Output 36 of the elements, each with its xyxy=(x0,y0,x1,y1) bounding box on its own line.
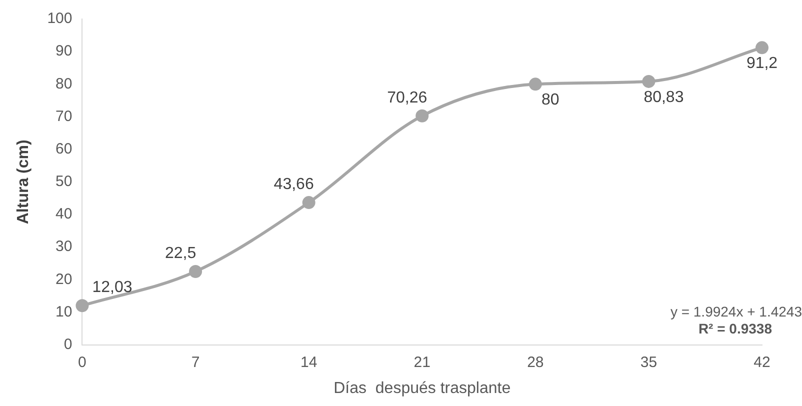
y-tick-label: 100 xyxy=(47,10,72,28)
x-tick-label: 0 xyxy=(78,354,86,371)
y-tick-label: 0 xyxy=(64,336,72,353)
y-axis-title: Altura (cm) xyxy=(15,140,32,224)
y-tick-label: 20 xyxy=(56,270,72,288)
x-tick-label: 14 xyxy=(300,354,318,371)
point xyxy=(416,109,429,122)
y-tick-label: 70 xyxy=(56,108,72,125)
y-tick-label: 40 xyxy=(56,206,72,223)
data-label: 22,5 xyxy=(164,244,196,262)
x-axis-title: Días después trasplante xyxy=(334,380,511,397)
point xyxy=(528,78,542,91)
x-tick-label: 42 xyxy=(754,354,770,371)
point xyxy=(756,41,768,54)
annotation: R² = 0.9338 xyxy=(698,320,772,337)
data-label: 91,2 xyxy=(746,55,778,72)
data-label: 43,66 xyxy=(274,176,314,193)
point xyxy=(302,196,316,210)
data-label: 70,26 xyxy=(387,89,428,106)
y-tick-label: 90 xyxy=(56,42,72,60)
annotation: y = 1.9924x + 1.4243 xyxy=(670,304,802,320)
point xyxy=(189,264,202,278)
point xyxy=(76,299,89,312)
data-label: 80 xyxy=(542,92,560,109)
y-tick-label: 30 xyxy=(56,238,72,256)
x-tick-label: 35 xyxy=(640,354,658,371)
y-tick-label: 10 xyxy=(56,303,72,320)
data-label: 80,83 xyxy=(644,88,684,106)
data-label: 12,03 xyxy=(92,279,132,296)
point xyxy=(642,74,656,88)
y-tick-label: 50 xyxy=(56,173,72,190)
x-tick-label: 28 xyxy=(527,354,544,371)
y-tick-label: 80 xyxy=(56,75,72,92)
y-tick-label: 60 xyxy=(56,140,72,158)
x-tick-label: 7 xyxy=(191,354,200,371)
x-tick-label: 21 xyxy=(414,354,430,371)
